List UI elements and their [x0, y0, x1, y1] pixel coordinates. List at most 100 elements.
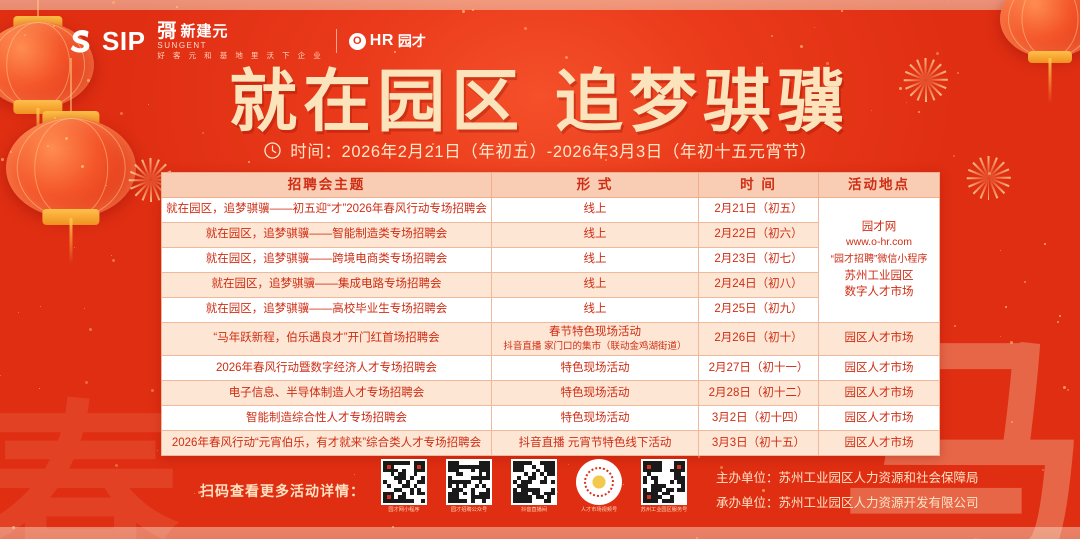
lantern-decoration [1000, 0, 1080, 104]
confetti-speck [696, 537, 698, 539]
confetti-speck [556, 491, 558, 493]
confetti-speck [771, 35, 773, 37]
cell-form: 线上 [491, 197, 699, 223]
qr-code-image[interactable] [576, 459, 622, 505]
confetti-speck [18, 312, 19, 313]
cell-topic: 就在园区，追梦骐骥——跨境电商类专场招聘会 [161, 247, 492, 273]
logo-divider [335, 29, 337, 54]
cell-place: 园区人才市场 [818, 405, 940, 432]
confetti-speck [112, 1, 115, 4]
cell-time: 2月22日（初六） [698, 222, 819, 248]
bottom-paper-edge [0, 527, 1080, 539]
confetti-speck [906, 102, 907, 103]
confetti-speck [0, 375, 1, 376]
confetti-speck [698, 456, 700, 458]
qr-code-image[interactable] [381, 459, 427, 505]
cell-form: 特色现场活动 [491, 405, 699, 432]
cell-topic: 就在园区，追梦骐骥——集成电路专场招聘会 [161, 272, 492, 298]
confetti-speck [936, 52, 939, 55]
confetti-speck [918, 111, 920, 113]
cell-form-sub: 抖音直播 家门口的集市（联动金鸡湖街道） [503, 340, 687, 352]
confetti-speck [708, 83, 710, 85]
cell-place-online: 园才网 www.o-hr.com “园才招聘”微信小程序 苏州工业园区 数字人才市场 [818, 197, 940, 323]
table-header-row: 招聘会主题 形 式 时 间 活动地点 [161, 172, 940, 198]
cell-time: 3月2日（初十四） [698, 405, 819, 432]
qr-code-item[interactable]: 苏州工业园区服务号 [638, 459, 690, 514]
table-row: 就在园区，追梦骐骥——智能制造类专场招聘会 线上 2月22日（初六） [161, 222, 940, 248]
ohr-wordmark: HR [369, 32, 394, 50]
qr-code-image[interactable] [446, 459, 492, 505]
confetti-speck [623, 484, 624, 485]
cell-form-main: 春节特色现场活动 [549, 326, 641, 338]
qr-code-caption: 人才市场视频号 [580, 507, 618, 513]
confetti-speck [248, 161, 250, 163]
confetti-speck [111, 255, 112, 256]
qr-code-item[interactable]: 园才网小程序 [378, 459, 430, 514]
event-dateline: 时间：2026年2月21日（年初五）-2026年3月3日（年初十五元宵节） [0, 138, 1080, 162]
sungent-cn-label: 新建元 [180, 23, 229, 41]
cell-place: 园区人才市场 [818, 355, 940, 382]
confetti-speck [392, 526, 394, 528]
qr-code-item[interactable]: 园才招聘公众号 [443, 459, 495, 514]
cell-topic: 就在园区，追梦骐骥——初五迎“才”2026年春风行动专场招聘会 [161, 197, 492, 223]
table-row: “马年跃新程，伯乐遇良才”开门红首场招聘会 春节特色现场活动 抖音直播 家门口的集市… [161, 321, 940, 357]
confetti-speck [1044, 243, 1046, 245]
confetti-speck [89, 328, 92, 331]
confetti-speck [717, 146, 719, 148]
cell-time: 3月3日（初十五） [698, 430, 819, 457]
cell-time: 2月24日（初八） [698, 272, 819, 298]
confetti-speck [176, 6, 178, 8]
confetti-speck [394, 51, 396, 53]
confetti-speck [202, 132, 204, 134]
clock-icon [264, 141, 281, 159]
confetti-speck [1000, 336, 1001, 337]
footer-bar: 扫码查看更多活动详情： 园才网小程序 园才招聘公众号 抖音直播间 人才市场视频号 苏州工… [0, 459, 1080, 533]
cell-topic: 2026年春风行动“元宵伯乐，有才就来”综合类人才专场招聘会 [161, 430, 492, 457]
confetti-speck [54, 117, 56, 119]
table-row: 2026年春风行动暨数字经济人才专场招聘会 特色现场活动 2月27日（初十一） 园区人… [161, 355, 940, 382]
confetti-speck [1000, 250, 1001, 251]
confetti-speck [1024, 281, 1026, 283]
confetti-speck [605, 159, 607, 161]
top-paper-edge [0, 0, 1080, 10]
confetti-speck [1063, 386, 1066, 389]
cell-form: 抖音直播 元宵节特色线下活动 [491, 430, 699, 457]
confetti-speck [800, 45, 803, 48]
dateline-text: 时间：2026年2月21日（年初五）-2026年3月3日（年初十五元宵节） [290, 143, 817, 161]
confetti-speck [1011, 421, 1013, 423]
cell-form: 线上 [491, 222, 699, 248]
qr-code-item[interactable]: 人才市场视频号 [573, 459, 625, 514]
table-row: 就在园区，追梦骐骥——集成电路专场招聘会 线上 2月24日（初八） [161, 272, 940, 298]
ohr-logo: O HR 园才 [348, 31, 426, 51]
confetti-speck [10, 151, 12, 153]
confetti-speck [953, 155, 955, 157]
col-header-topic: 招聘会主题 [161, 172, 492, 198]
confetti-speck [157, 450, 158, 451]
confetti-speck [628, 146, 630, 148]
confetti-speck [84, 308, 85, 309]
ohr-badge-icon: O [348, 32, 366, 50]
cell-form: 线上 [491, 297, 699, 323]
confetti-speck [120, 112, 123, 115]
organizer-section: 主办单位：苏州工业园区人力资源和社会保障局 承办单位：苏州工业园区人力资源开发有… [716, 467, 979, 511]
confetti-speck [871, 110, 872, 111]
confetti-speck [1010, 341, 1013, 344]
cell-topic: 智能制造综合性人才专场招聘会 [161, 405, 492, 432]
confetti-speck [198, 491, 201, 494]
qr-code-item[interactable]: 抖音直播间 [508, 459, 560, 514]
qr-code-image[interactable] [511, 459, 557, 505]
confetti-speck [85, 381, 88, 384]
cell-form: 特色现场活动 [491, 355, 699, 382]
lantern-decoration [0, 0, 94, 154]
cell-time: 2月25日（初九） [698, 297, 819, 323]
cell-time: 2月28日（初十二） [698, 380, 819, 407]
qr-code-image[interactable] [641, 459, 687, 505]
confetti-speck [720, 466, 723, 469]
confetti-speck [192, 54, 193, 55]
confetti-speck [988, 172, 991, 175]
online-venue-line: 园才网 [861, 220, 897, 233]
cell-topic: 2026年春风行动暨数字经济人才专场招聘会 [161, 355, 492, 382]
confetti-speck [148, 104, 149, 105]
confetti-speck [24, 34, 26, 36]
sungent-logo: 彁 新建元 SUNGENT 好 客 元 和 基 地 里 沃 下 企 业 [157, 22, 323, 60]
